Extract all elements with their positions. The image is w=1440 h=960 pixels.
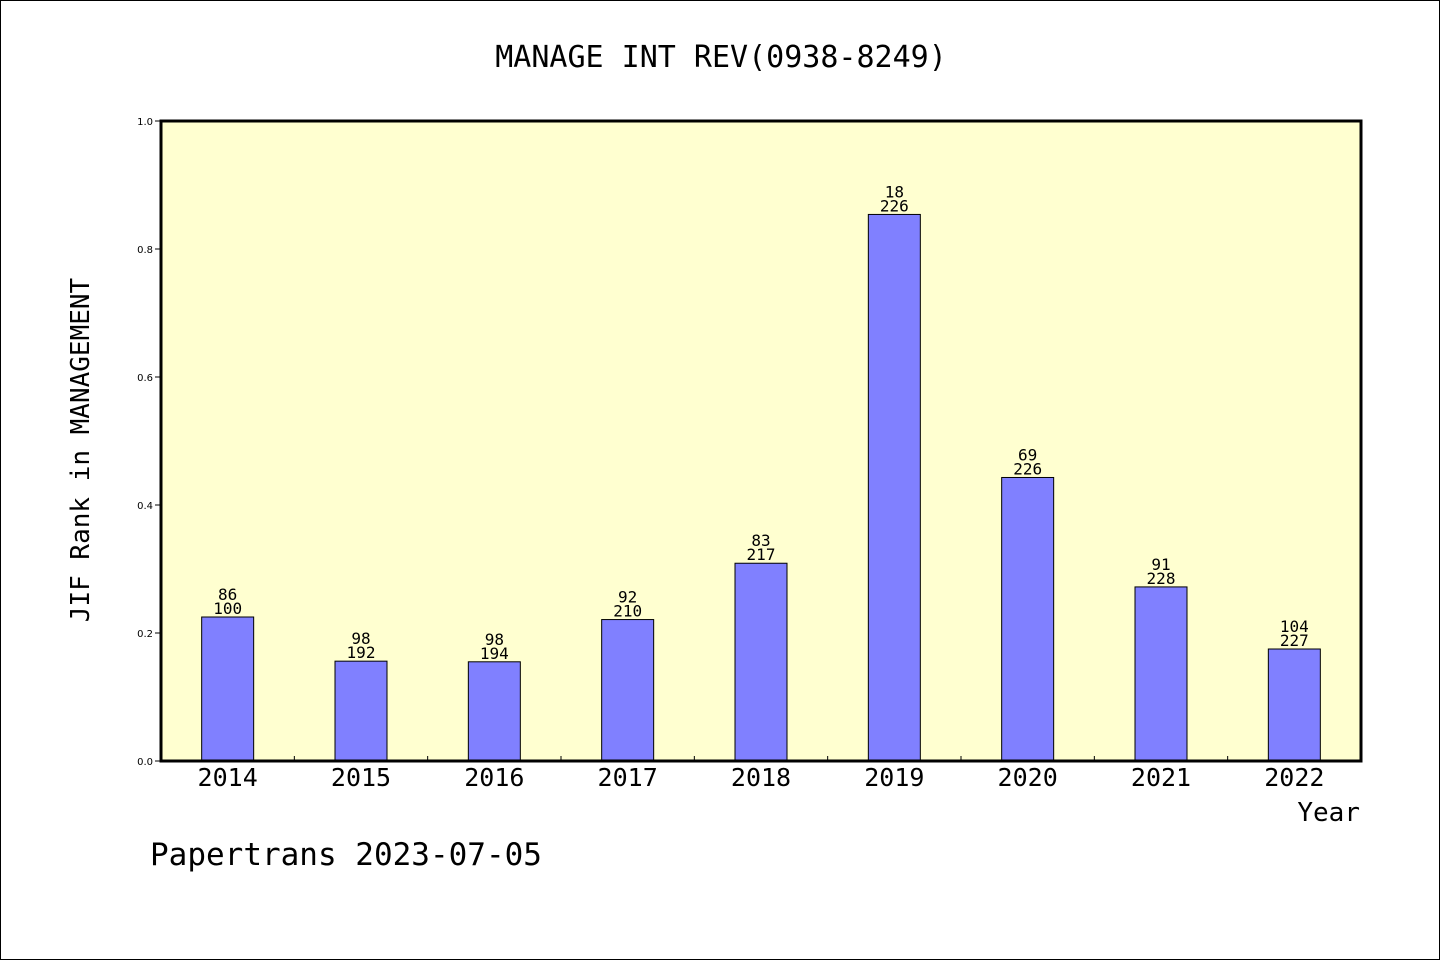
bar-total-label: 192 [347,643,376,662]
bar-2018 [734,562,788,762]
y-axis-label: JIF Rank in MANAGEMENT [66,277,96,622]
bar-labels-group: 8610098192981949221083217182266922691228… [213,182,1309,662]
bar-2016 [467,661,521,762]
x-tick-label: 2015 [331,763,391,792]
x-axis-ticks: 2014 2015 2016 2017 2018 2019 2020 2021 2022 [198,763,1325,792]
bar-total-label: 210 [613,602,642,621]
bar-rank-label: 18 [885,182,904,201]
bar-2019 [867,213,921,762]
footer-credit: Papertrans 2023-07-05 [150,837,542,873]
bar-total-label: 226 [1013,459,1042,478]
x-tick-label: 2017 [598,763,658,792]
bar-total-label: 228 [1147,569,1176,588]
x-tick-label: 2022 [1264,763,1324,792]
bar-rank-label: 98 [485,630,504,649]
x-tick-label: 2018 [731,763,791,792]
bar-total-label: 226 [880,196,909,215]
bar-rank-label: 91 [1151,555,1170,574]
bar-rank-label: 83 [751,531,770,550]
bar-2017 [601,619,655,762]
x-axis-label: Year [1297,798,1360,828]
bar-2014 [201,616,255,762]
plot-border [159,119,1363,763]
x-tick-label: 2021 [1131,763,1191,792]
y-axis-ticks: 0.0 0.2 0.4 0.6 0.8 1.0 [137,117,161,768]
bar-2022 [1267,648,1321,762]
y-tick-label: 1.0 [137,117,153,128]
x-tick-label: 2016 [464,763,524,792]
y-tick-label: 0.6 [137,373,153,384]
bars-group [201,213,1321,762]
bar-rank-label: 69 [1018,445,1037,464]
bar-total-label: 100 [213,599,242,618]
y-tick-label: 0.8 [137,245,153,256]
bar-2021 [1134,586,1188,762]
y-tick-label: 0.2 [137,629,153,640]
bar-total-label: 227 [1280,631,1309,650]
bar-rank-label: 104 [1280,617,1309,636]
x-tick-label: 2020 [998,763,1058,792]
bar-2020 [1001,476,1055,762]
bar-rank-label: 86 [218,585,237,604]
y-tick-label: 0.4 [137,501,153,512]
bar-rank-label: 98 [351,629,370,648]
bar-2015 [334,660,388,762]
bar-total-label: 194 [480,644,509,663]
x-tick-label: 2019 [864,763,924,792]
bar-total-label: 217 [747,545,776,564]
x-tick-label: 2014 [198,763,258,792]
y-tick-label: 0.0 [137,757,153,768]
bar-rank-label: 92 [618,588,637,607]
chart-title: MANAGE INT REV(0938-8249) [495,40,947,75]
